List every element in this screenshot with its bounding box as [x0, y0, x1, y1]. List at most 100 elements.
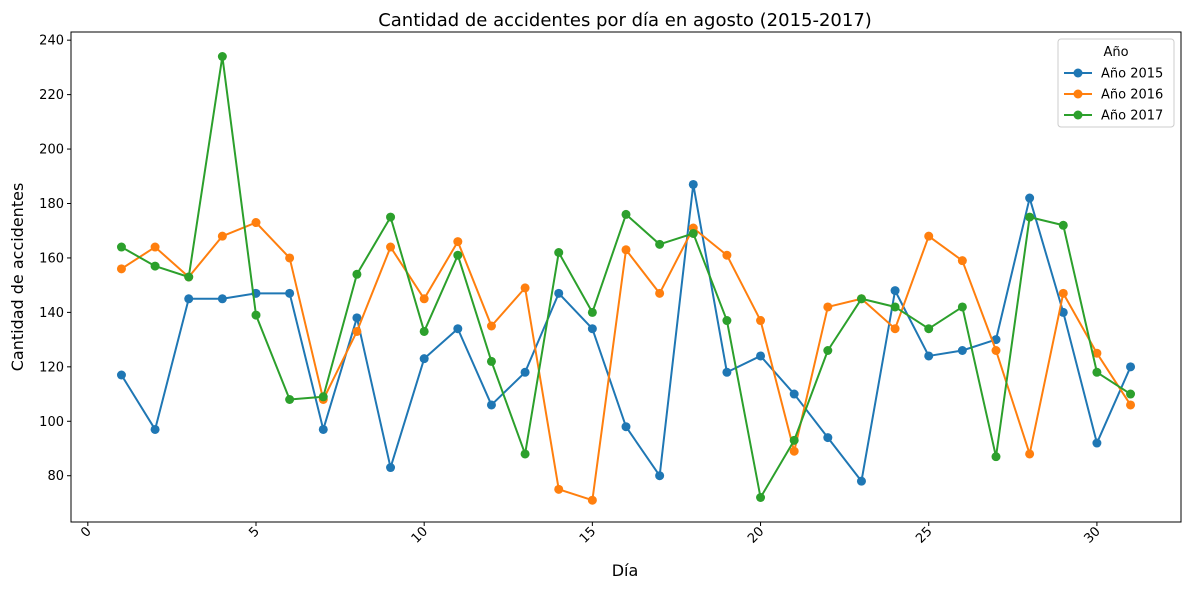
series-line: [120, 183, 1132, 483]
data-point: [318, 392, 328, 402]
data-point: [722, 316, 732, 326]
data-point: [1092, 438, 1102, 448]
chart-title: Cantidad de accidentes por día en agosto…: [378, 10, 872, 31]
data-point: [1025, 193, 1035, 203]
data-point: [621, 209, 631, 219]
data-point: [621, 245, 631, 255]
data-point: [1058, 288, 1068, 298]
data-point: [587, 324, 597, 334]
data-point: [621, 422, 631, 432]
data-point: [318, 424, 328, 434]
data-point: [789, 435, 799, 445]
data-point: [453, 324, 463, 334]
y-tick-label: 180: [39, 197, 64, 212]
y-axis: 80 100 120 140 160 180 200 220 240: [39, 34, 71, 484]
series-line: [120, 55, 1132, 499]
y-tick-label: 80: [47, 469, 64, 484]
x-axis-label: Día: [612, 561, 639, 580]
x-tick-label: 15: [577, 524, 599, 546]
data-point: [823, 433, 833, 443]
data-point: [285, 288, 295, 298]
y-axis-label: Cantidad de accidentes: [8, 183, 27, 372]
data-point: [419, 294, 429, 304]
data-point: [486, 321, 496, 331]
data-point: [217, 231, 227, 241]
data-point: [789, 446, 799, 456]
data-point: [756, 316, 766, 326]
data-point: [486, 400, 496, 410]
series-3: [116, 52, 1136, 502]
x-tick-label: 30: [1081, 524, 1103, 546]
data-point: [1126, 389, 1136, 399]
data-point: [756, 493, 766, 502]
data-point: [856, 476, 866, 486]
series-2: [116, 218, 1136, 505]
data-point: [251, 310, 261, 320]
data-point: [386, 463, 396, 473]
data-point: [1092, 348, 1102, 358]
data-point: [520, 283, 530, 293]
x-tick-label: 25: [913, 524, 935, 546]
y-tick-label: 200: [39, 143, 64, 158]
data-point: [520, 449, 530, 459]
data-point: [722, 367, 732, 377]
data-point: [116, 264, 126, 274]
legend-marker: [1073, 89, 1083, 99]
data-point: [587, 495, 597, 505]
data-point: [184, 294, 194, 304]
data-point: [890, 324, 900, 334]
data-point: [1126, 400, 1136, 410]
y-tick-label: 240: [39, 34, 64, 49]
data-point: [486, 356, 496, 366]
plot-area-frame: [70, 31, 1182, 523]
data-point: [554, 484, 564, 494]
data-point: [722, 250, 732, 260]
data-point: [756, 351, 766, 361]
data-point: [150, 261, 160, 271]
data-point: [1025, 212, 1035, 222]
series-1: [116, 179, 1136, 486]
legend-title: Año: [1103, 45, 1128, 60]
data-point: [217, 52, 227, 61]
x-tick-label: 0: [78, 524, 94, 540]
data-point: [890, 286, 900, 296]
data-point: [184, 272, 194, 282]
data-point: [991, 452, 1001, 462]
data-point: [1126, 362, 1136, 372]
data-point: [890, 302, 900, 312]
data-point: [655, 471, 665, 481]
legend-marker: [1073, 68, 1083, 78]
data-point: [1058, 220, 1068, 230]
data-point: [688, 228, 698, 238]
data-point: [116, 370, 126, 380]
data-point: [419, 326, 429, 336]
data-point: [116, 242, 126, 252]
y-tick-label: 220: [39, 88, 64, 103]
series-layer: [116, 52, 1136, 505]
data-point: [453, 237, 463, 247]
data-point: [587, 307, 597, 317]
data-point: [150, 242, 160, 252]
data-point: [1092, 367, 1102, 377]
data-point: [386, 212, 396, 222]
data-point: [957, 302, 967, 312]
data-point: [352, 326, 362, 336]
data-point: [924, 351, 934, 361]
data-point: [352, 313, 362, 323]
data-point: [1025, 449, 1035, 459]
data-point: [554, 248, 564, 257]
x-axis: 0 5 10 15 20 25 30: [78, 522, 1104, 547]
data-point: [419, 354, 429, 364]
y-tick-label: 160: [39, 251, 64, 266]
data-point: [957, 256, 967, 266]
data-point: [655, 288, 665, 298]
data-point: [688, 179, 698, 189]
data-point: [1058, 307, 1068, 317]
data-point: [655, 239, 665, 249]
legend-marker: [1073, 110, 1083, 120]
data-point: [957, 346, 967, 355]
legend-label: Año 2015: [1101, 67, 1163, 82]
data-point: [554, 288, 564, 298]
y-tick-label: 100: [39, 415, 64, 430]
